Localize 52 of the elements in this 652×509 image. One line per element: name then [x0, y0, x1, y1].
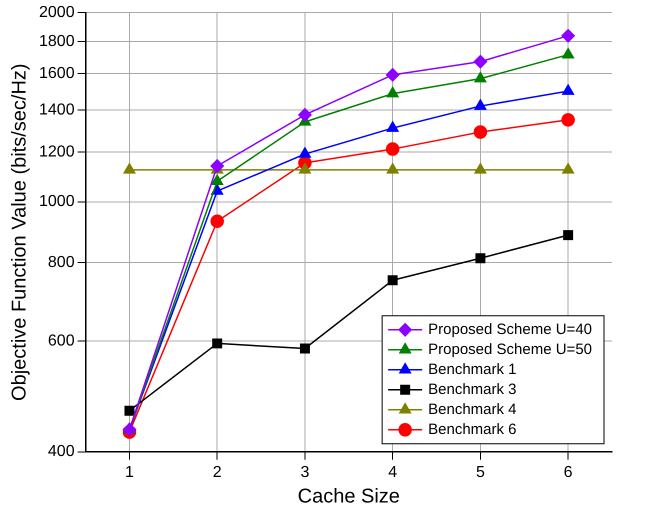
point	[561, 113, 575, 127]
point	[124, 406, 134, 416]
point	[474, 163, 486, 174]
y-tick-label: 2000	[39, 4, 75, 22]
point	[474, 54, 488, 68]
point	[212, 338, 222, 348]
y-tick-label: 800	[48, 254, 75, 272]
point	[475, 253, 486, 264]
legend-label: Proposed Scheme U=50	[428, 340, 592, 358]
y-tick-label: 600	[48, 332, 75, 350]
y-tick-label: 1600	[39, 64, 75, 82]
x-tick-label: 1	[125, 464, 134, 481]
legend-label: Benchmark 1	[428, 360, 517, 378]
point	[386, 68, 400, 82]
y-tick-label: 1400	[39, 101, 75, 118]
point	[474, 72, 486, 82]
x-tick-label: 6	[564, 464, 573, 481]
legend-label: Benchmark 3	[428, 380, 517, 398]
point	[298, 108, 312, 122]
point	[386, 86, 399, 98]
point	[562, 48, 574, 58]
point	[298, 163, 311, 174]
point	[386, 163, 399, 174]
point	[386, 142, 400, 156]
point	[122, 422, 136, 436]
point	[388, 275, 398, 286]
point	[300, 344, 310, 354]
x-tick-label: 2	[212, 464, 222, 481]
x-tick-label: 4	[388, 464, 398, 481]
legend-label: Proposed Scheme U=40	[428, 320, 592, 338]
x-axis-title: Cache Size	[298, 486, 400, 508]
point	[386, 121, 399, 132]
y-axis-title: Objective Function Value (bits/sec/Hz)	[8, 63, 31, 401]
point	[211, 174, 224, 186]
x-tick-label: 5	[476, 464, 485, 481]
y-tick-label: 1000	[39, 193, 75, 210]
point	[298, 147, 311, 158]
point	[210, 214, 224, 228]
point	[561, 29, 575, 43]
point	[210, 159, 224, 173]
point	[563, 230, 574, 240]
point	[474, 125, 488, 139]
y-tick-label: 1800	[39, 32, 75, 50]
point	[124, 163, 136, 174]
point	[474, 99, 486, 110]
point	[562, 84, 574, 95]
y-tick-label: 1200	[39, 143, 75, 160]
legend-label: Benchmark 4	[428, 400, 517, 418]
y-tick-label: 400	[48, 443, 75, 460]
point	[562, 163, 574, 174]
legend-label: Benchmark 6	[428, 420, 517, 438]
x-tick-label: 3	[300, 464, 310, 481]
